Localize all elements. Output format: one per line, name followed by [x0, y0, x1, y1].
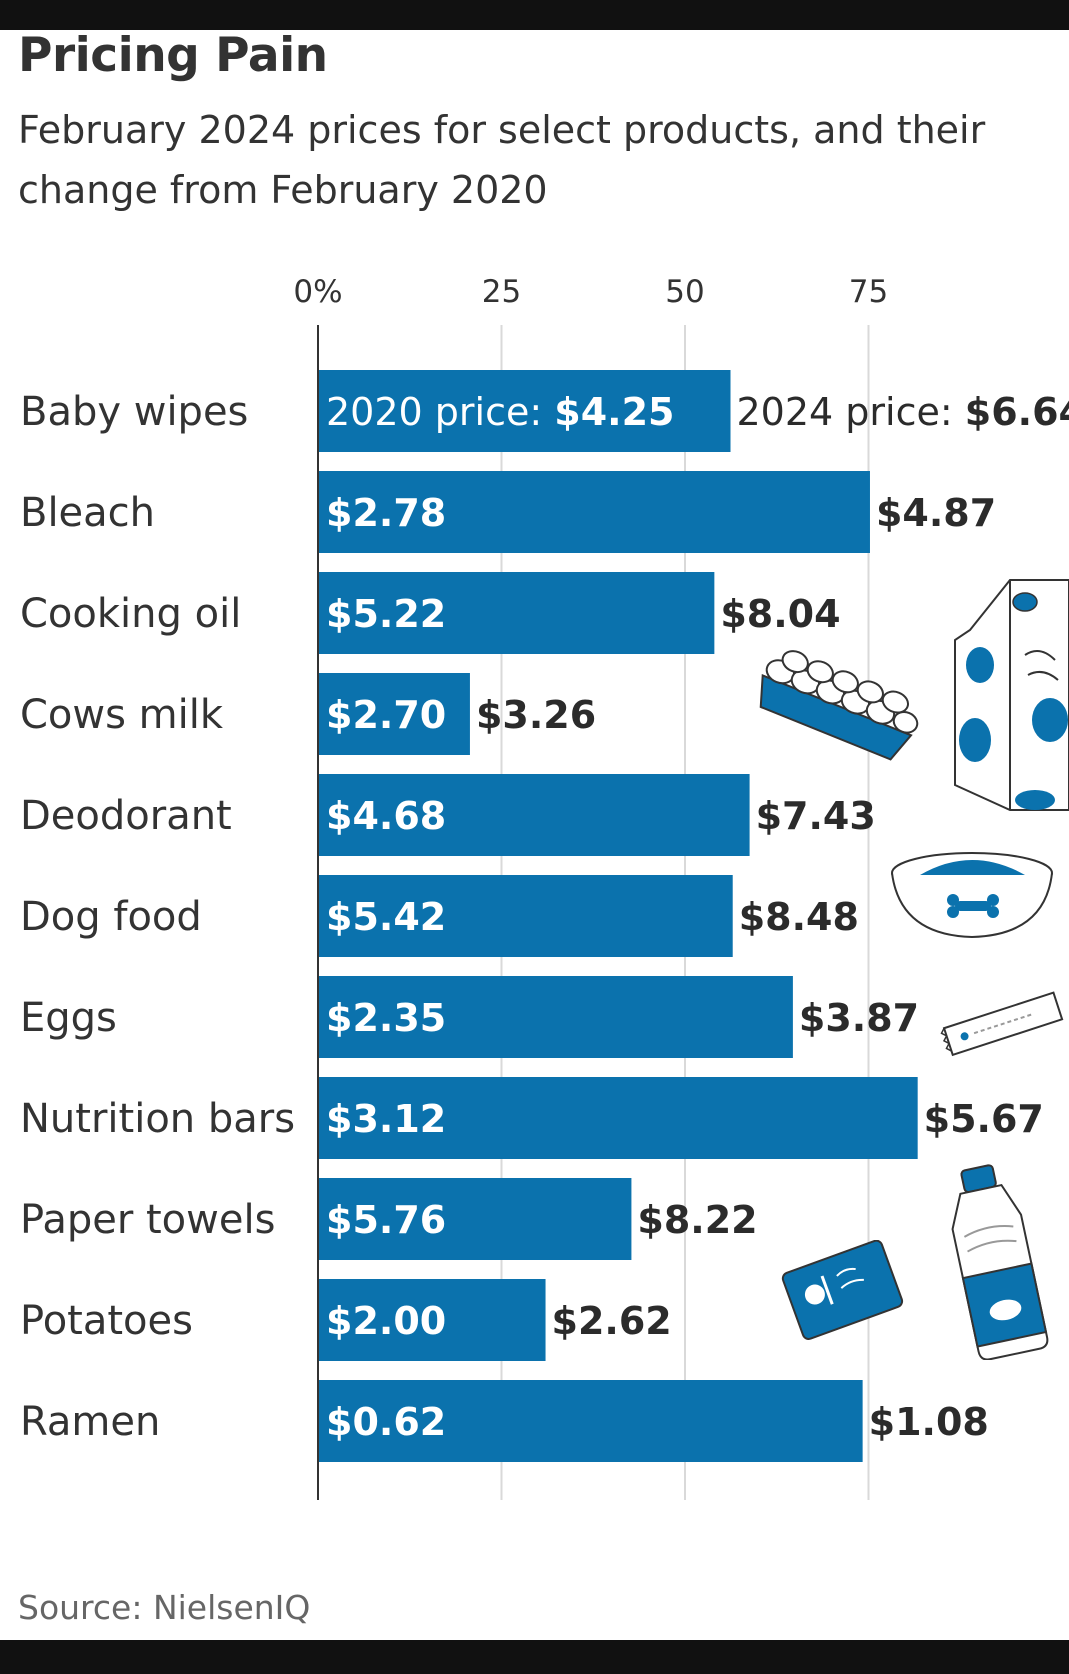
milk-carton-illustration — [954, 579, 1069, 811]
top-bar — [0, 0, 1069, 30]
price-2024-label: $4.87 — [876, 491, 996, 535]
category-label: Cooking oil — [20, 591, 241, 637]
bar — [318, 774, 750, 856]
price-2020-label: $3.12 — [326, 1097, 446, 1141]
category-label: Nutrition bars — [20, 1096, 295, 1142]
price-2024-label: $1.08 — [869, 1400, 989, 1444]
dog-bowl-illustration — [891, 852, 1053, 939]
price-labels: 2020 price: $4.25 2024 price: $6.64 $2.78 $… — [326, 390, 1069, 1444]
bar — [318, 1279, 546, 1361]
bottom-bar — [0, 1640, 1069, 1674]
egg-carton-illustration — [759, 650, 919, 761]
category-label: Bleach — [20, 490, 155, 536]
bar — [318, 572, 715, 654]
price-2024-label: $7.43 — [756, 794, 876, 838]
price-2024-label: $5.67 — [924, 1097, 1044, 1141]
nutrition-bar-illustration — [940, 991, 1064, 1057]
x-axis-ticks: 0% 25 50 75 — [293, 274, 888, 310]
chart-subtitle: February 2024 prices for select products… — [18, 108, 986, 212]
bar — [318, 471, 870, 553]
bar — [318, 370, 731, 452]
bar — [318, 1077, 918, 1159]
oil-bottle-illustration — [951, 1164, 1049, 1360]
price-2024-label: $8.22 — [637, 1198, 757, 1242]
price-2020-label: 2020 price: $4.25 — [326, 390, 674, 434]
category-label: Ramen — [20, 1399, 160, 1445]
price-2020-label: $2.70 — [326, 693, 446, 737]
price-2024-label: 2024 price: $6.64 — [737, 390, 1069, 434]
price-2024-label: $3.87 — [799, 996, 919, 1040]
price-2020-label: $2.35 — [326, 996, 446, 1040]
price-2024-label: $8.04 — [720, 592, 840, 636]
category-label: Cows milk — [20, 692, 224, 738]
price-2020-label: $5.76 — [326, 1198, 446, 1242]
price-2020-label: $2.78 — [326, 491, 446, 535]
category-label: Deodorant — [20, 793, 232, 839]
ramen-packet-illustration — [781, 1240, 904, 1340]
category-label: Eggs — [20, 995, 117, 1041]
bar — [318, 673, 470, 755]
x-tick-label: 0% — [293, 274, 342, 310]
bar — [318, 1380, 863, 1462]
category-label: Paper towels — [20, 1197, 275, 1243]
price-2024-label: $8.48 — [739, 895, 859, 939]
x-tick-label: 25 — [482, 274, 521, 310]
category-label: Potatoes — [20, 1298, 193, 1344]
bar — [318, 976, 793, 1058]
price-2024-label: $2.62 — [552, 1299, 672, 1343]
source-note: Source: NielsenIQ — [18, 1588, 311, 1627]
category-label: Baby wipes — [20, 389, 248, 435]
bar-chart: 0% 25 50 75 Baby wipes Bleach Cooking oil Cows… — [20, 274, 1069, 1500]
price-2020-label: $2.00 — [326, 1299, 446, 1343]
bar — [318, 875, 733, 957]
category-label: Dog food — [20, 894, 202, 940]
bars — [318, 370, 918, 1462]
bar — [318, 1178, 632, 1260]
x-tick-label: 50 — [665, 274, 704, 310]
price-2024-label: $3.26 — [476, 693, 596, 737]
price-2020-label: $4.68 — [326, 794, 446, 838]
x-tick-label: 75 — [849, 274, 888, 310]
chart-title: Pricing Pain — [18, 28, 328, 83]
price-2020-label: $5.22 — [326, 592, 446, 636]
price-2020-label: $5.42 — [326, 895, 446, 939]
price-2020-label: $0.62 — [326, 1400, 446, 1444]
category-labels: Baby wipes Bleach Cooking oil Cows milk Deod… — [20, 389, 295, 1445]
